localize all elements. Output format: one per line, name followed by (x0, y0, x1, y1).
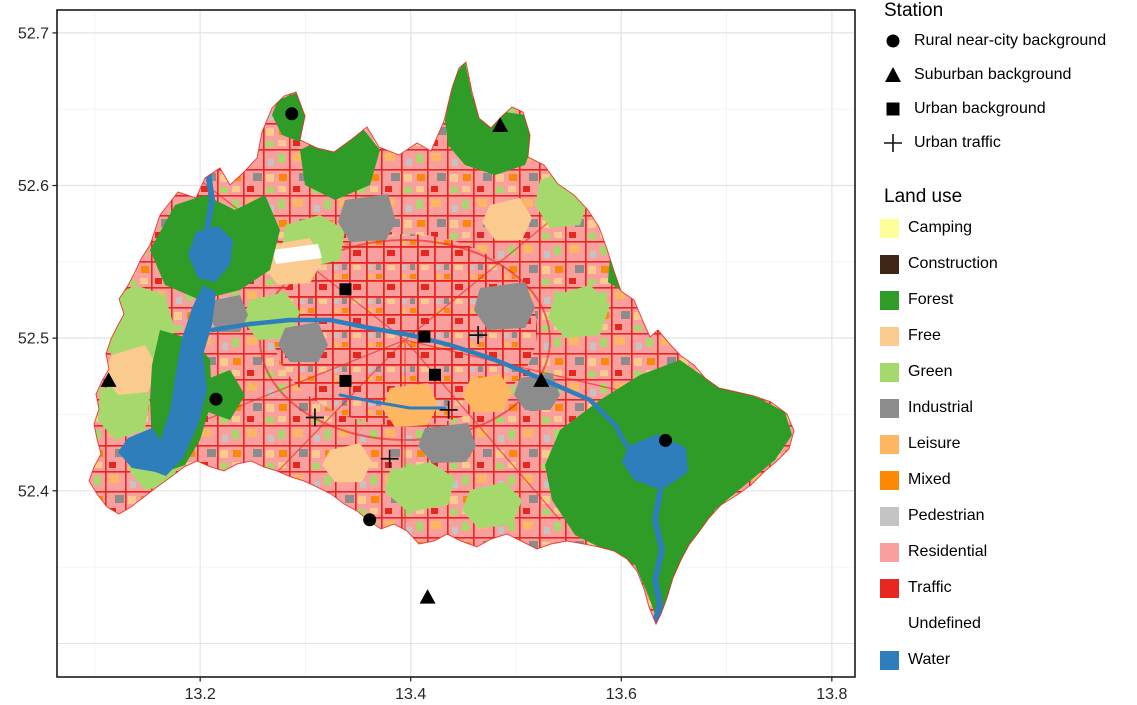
undefined-patch (272, 244, 322, 264)
legend-item-label: Suburban background (914, 66, 1072, 83)
triangle-symbol-icon (880, 62, 906, 88)
landuse-item-camping: Camping (880, 210, 1137, 246)
swatch-green (880, 362, 899, 382)
water-features (118, 147, 688, 624)
x-tick-label: 13.4 (395, 686, 426, 703)
circle-symbol-icon (880, 28, 906, 54)
legend-item-label: Urban background (914, 100, 1046, 117)
y-tick-label: 52.5 (18, 331, 49, 348)
square-symbol-icon (880, 96, 906, 122)
city-center-mosaic (273, 234, 537, 426)
swatch-pedestrian (880, 506, 899, 526)
station-marker-plus (469, 326, 488, 345)
x-tick-label: 13.6 (606, 686, 637, 703)
station-marker-square (339, 283, 352, 296)
landuse-item-label: Forest (908, 291, 954, 308)
swatch-undefined (880, 614, 899, 634)
station-marker-triangle (492, 117, 509, 132)
plus-symbol-icon (880, 130, 906, 156)
landuse-item-forest: Forest (880, 282, 1137, 318)
swatch-industrial (880, 398, 899, 418)
station-marker-triangle (533, 372, 550, 387)
landuse-item-label: Mixed (908, 471, 951, 488)
station-marker-square (428, 368, 441, 381)
station-marker-circle (209, 392, 223, 406)
swatch-free (880, 326, 899, 346)
landuse-item-construction: Construction (880, 246, 1137, 282)
landuse-item-water: Water (880, 642, 1137, 678)
landuse-item-label: Residential (908, 543, 988, 560)
landuse-item-label: Construction (908, 255, 998, 272)
berlin-boundary (88, 61, 795, 626)
station-marker-circle (363, 513, 377, 527)
station-legend-title: Station (884, 0, 944, 21)
industrial-patches (208, 194, 560, 463)
swatch-water (880, 650, 899, 670)
station-marker-circle (285, 107, 299, 121)
landuse-item-undefined: Undefined (880, 606, 1137, 642)
station-marker-square (418, 330, 431, 343)
y-tick-label: 52.6 (18, 178, 49, 195)
legend-item-urban-traffic: Urban traffic (880, 126, 1137, 160)
landuse-item-residential: Residential (880, 534, 1137, 570)
legend-item-label: Rural near-city background (914, 32, 1107, 49)
swatch-residential (880, 542, 899, 562)
swatch-traffic (880, 578, 899, 598)
x-tick-label: 13.2 (185, 686, 216, 703)
landuse-item-industrial: Industrial (880, 390, 1137, 426)
legends: Station Rural near-city background Subur… (880, 0, 1137, 678)
swatch-mixed (880, 470, 899, 490)
station-marker-triangle (419, 589, 436, 604)
landuse-item-label: Free (908, 327, 941, 344)
station-marker-square (339, 374, 352, 387)
landuse-item-pedestrian: Pedestrian (880, 498, 1137, 534)
legend-item-urban-background: Urban background (880, 92, 1137, 126)
landuse-item-green: Green (880, 354, 1137, 390)
landuse-item-label: Leisure (908, 435, 961, 452)
station-marker-plus (380, 449, 399, 468)
landuse-item-label: Pedestrian (908, 507, 985, 524)
landuse-item-label: Traffic (908, 579, 952, 596)
berlin-land-use-map (88, 61, 795, 626)
landuse-legend: Land use Camping Construction Forest Fre… (880, 186, 1137, 678)
legend-item-label: Urban traffic (914, 134, 1001, 151)
station-marker-triangle (100, 372, 117, 387)
landuse-legend-title: Land use (884, 186, 963, 207)
landuse-item-leisure: Leisure (880, 426, 1137, 462)
landuse-item-free: Free (880, 318, 1137, 354)
legend-item-rural-near-city: Rural near-city background (880, 24, 1137, 58)
landuse-item-label: Green (908, 363, 953, 380)
station-marker-circle (659, 433, 673, 447)
plot-panel-border (56, 9, 856, 678)
swatch-leisure (880, 434, 899, 454)
y-tick-label: 52.7 (18, 25, 49, 42)
y-tick-label: 52.4 (18, 483, 49, 500)
landuse-item-traffic: Traffic (880, 570, 1137, 606)
map-plot: 13.2 13.4 13.6 13.8 52.7 52.6 52.5 52.4 (18, 9, 856, 703)
station-marker-plus (305, 408, 324, 427)
landuse-item-mixed: Mixed (880, 462, 1137, 498)
legend-item-suburban: Suburban background (880, 58, 1137, 92)
x-tick-label: 13.8 (816, 686, 847, 703)
landuse-item-label: Water (908, 651, 951, 668)
swatch-forest (880, 290, 899, 310)
station-markers (100, 107, 673, 604)
leisure-patches (382, 374, 512, 427)
swatch-camping (880, 218, 899, 238)
landuse-item-label: Undefined (908, 615, 981, 632)
landuse-item-label: Industrial (908, 399, 973, 416)
swatch-construction (880, 254, 899, 274)
station-marker-plus (439, 400, 458, 419)
landuse-item-label: Camping (908, 219, 973, 236)
station-legend: Station Rural near-city background Subur… (880, 0, 1137, 160)
axes: 13.2 13.4 13.6 13.8 52.7 52.6 52.5 52.4 (18, 25, 848, 703)
